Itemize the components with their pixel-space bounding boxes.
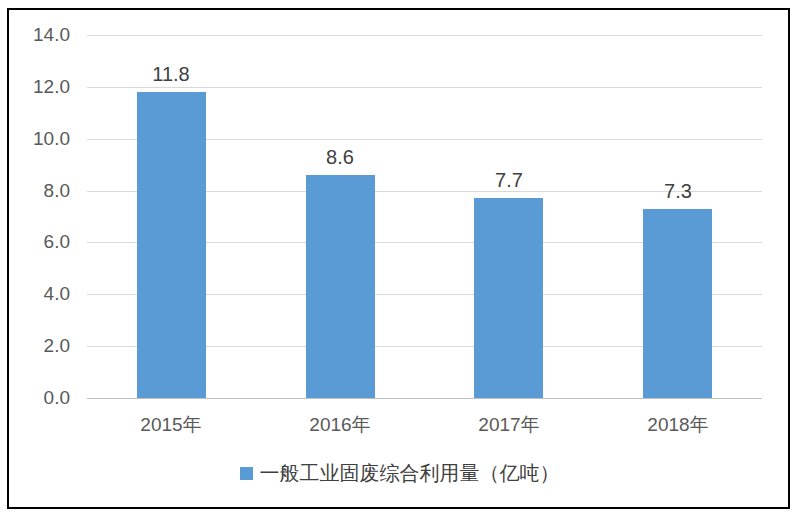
x-axis-category-label: 2015年 xyxy=(111,412,231,438)
bar-2015年 xyxy=(137,92,206,398)
gridline xyxy=(87,35,762,36)
legend-marker-icon xyxy=(240,467,253,480)
x-axis-category-label: 2017年 xyxy=(449,412,569,438)
y-axis-tick-label: 14.0 xyxy=(10,24,70,46)
bar-2017年 xyxy=(474,198,543,398)
bar-value-label: 11.8 xyxy=(121,61,221,87)
gridline xyxy=(87,87,762,88)
x-axis-line xyxy=(87,398,762,399)
bar-2018年 xyxy=(643,209,712,398)
y-axis-tick-label: 12.0 xyxy=(10,76,70,98)
y-axis-tick-label: 10.0 xyxy=(10,128,70,150)
y-axis-tick-label: 2.0 xyxy=(10,335,70,357)
x-axis-category-label: 2018年 xyxy=(618,412,738,438)
y-axis-tick-label: 4.0 xyxy=(10,283,70,305)
bar-2016年 xyxy=(306,175,375,398)
y-axis-tick-label: 8.0 xyxy=(10,180,70,202)
legend: 一般工业固废综合利用量（亿吨） xyxy=(9,460,790,486)
legend-label: 一般工业固废综合利用量（亿吨） xyxy=(260,460,560,486)
y-axis-tick-label: 0.0 xyxy=(10,387,70,409)
x-axis-category-label: 2016年 xyxy=(280,412,400,438)
bar-value-label: 8.6 xyxy=(290,144,390,170)
bar-value-label: 7.7 xyxy=(459,167,559,193)
chart-canvas: 一般工业固废综合利用量（亿吨） 0.0 2.0 4.0 6.0 8.0 10.0 12.0 1… xyxy=(0,0,799,518)
y-axis-tick-label: 6.0 xyxy=(10,231,70,253)
bar-value-label: 7.3 xyxy=(628,178,728,204)
